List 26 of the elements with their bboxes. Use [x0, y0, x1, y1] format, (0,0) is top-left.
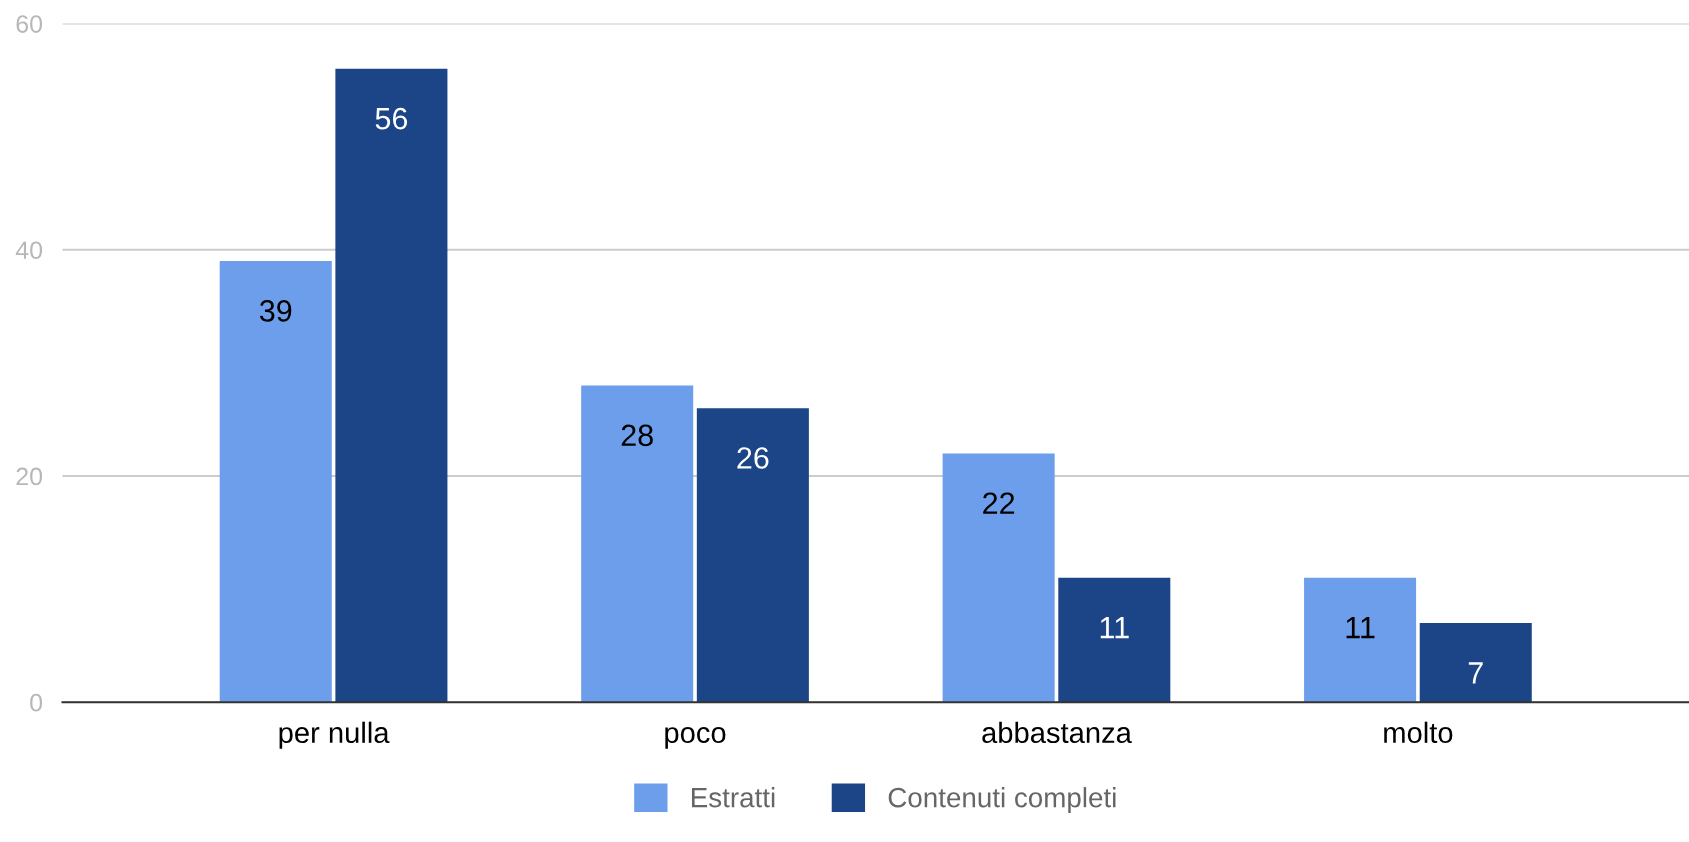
- legend-label: Contenuti completi: [888, 787, 1116, 813]
- x-tick-label: per nulla: [279, 721, 390, 749]
- bar: [219, 261, 332, 703]
- x-tick-label: abbastanza: [982, 721, 1132, 744]
- data-label: 22: [983, 492, 1015, 514]
- y-tick-label: 0: [30, 693, 43, 712]
- data-label: 11: [1346, 617, 1375, 639]
- bar: [581, 385, 694, 703]
- y-tick-label: 40: [15, 241, 43, 260]
- bar: [696, 408, 809, 703]
- data-label: 7: [1468, 662, 1483, 684]
- x-tick-label: poco: [665, 727, 726, 749]
- data-label: 56: [375, 107, 408, 130]
- legend-label: Estratti: [692, 787, 775, 808]
- x-tick-label: molto: [1384, 721, 1453, 744]
- data-label: 39: [259, 300, 292, 322]
- bar: [942, 453, 1055, 703]
- bar: [335, 68, 448, 703]
- data-label: 26: [737, 447, 769, 469]
- y-tick-label: 60: [16, 15, 43, 33]
- data-label: 11: [1100, 617, 1129, 639]
- bar: [1419, 623, 1532, 703]
- bar: [1304, 577, 1417, 703]
- y-tick-label: 20: [16, 467, 43, 486]
- data-label: 28: [621, 424, 653, 447]
- bar: [1058, 577, 1171, 703]
